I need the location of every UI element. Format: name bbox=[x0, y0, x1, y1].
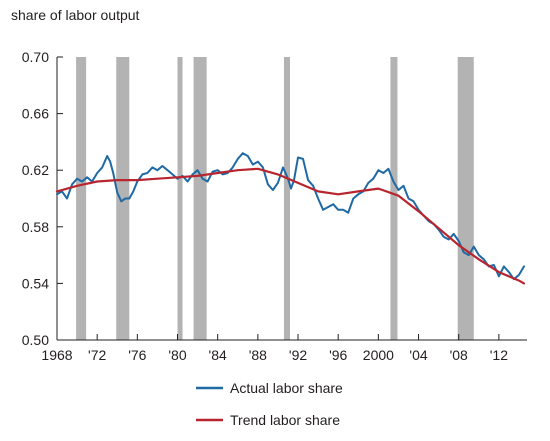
y-tick-labels: 0.50 0.54 0.58 0.62 0.66 0.70 bbox=[22, 49, 63, 348]
series-lines bbox=[55, 152, 526, 285]
y-tick-label: 0.54 bbox=[22, 275, 49, 291]
y-tick-label: 0.62 bbox=[22, 162, 49, 178]
recession-band-6 bbox=[390, 57, 398, 340]
recession-band-3 bbox=[177, 57, 183, 340]
y-tick-label: 0.70 bbox=[22, 49, 49, 65]
x-tick-label: '08 bbox=[450, 347, 468, 363]
x-tick-label: '76 bbox=[128, 347, 146, 363]
recession-bands bbox=[76, 57, 474, 340]
x-tick-label: 1968 bbox=[41, 347, 72, 363]
x-tick-label: '92 bbox=[289, 347, 307, 363]
recession-band-2 bbox=[116, 57, 130, 340]
recession-band-5 bbox=[283, 57, 290, 340]
x-tick-label: '84 bbox=[209, 347, 227, 363]
x-tick-label: 2000 bbox=[363, 347, 394, 363]
recession-band-4 bbox=[193, 57, 207, 340]
y-tick-label: 0.58 bbox=[22, 219, 49, 235]
x-tick-label: '04 bbox=[409, 347, 427, 363]
legend-label: Trend labor share bbox=[230, 412, 340, 428]
x-tick-label: '12 bbox=[490, 347, 508, 363]
y-axis-label: share of labor output bbox=[11, 7, 140, 23]
x-tick-label: '80 bbox=[168, 347, 186, 363]
recession-band-7 bbox=[457, 57, 474, 340]
legend-label: Actual labor share bbox=[230, 380, 343, 396]
recession-band-1 bbox=[76, 57, 87, 340]
series-line-trend bbox=[55, 167, 526, 285]
y-tick-label: 0.66 bbox=[22, 106, 49, 122]
x-tick-label: '96 bbox=[329, 347, 347, 363]
legend: Actual labor share Trend labor share bbox=[196, 380, 343, 428]
y-tick-label: 0.50 bbox=[22, 332, 49, 348]
axes bbox=[56, 57, 527, 341]
x-tick-label: '72 bbox=[88, 347, 106, 363]
x-tick-labels: 1968 '72 '76 '80 '84 '88 '92 '96 2000 '04 '08 '12 bbox=[41, 334, 508, 363]
x-tick-label: '88 bbox=[249, 347, 267, 363]
